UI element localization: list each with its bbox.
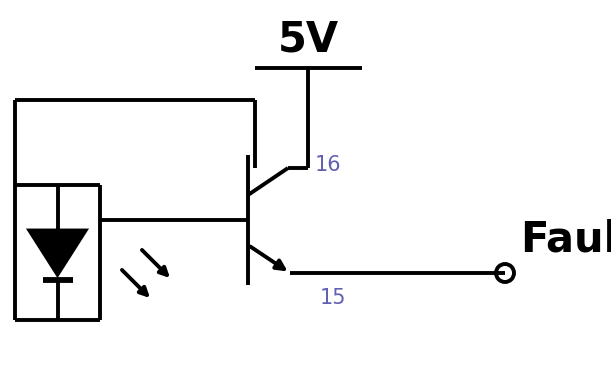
Text: Fault: Fault	[520, 219, 611, 261]
Polygon shape	[29, 230, 86, 275]
Text: 5V: 5V	[277, 18, 338, 60]
Text: 15: 15	[320, 288, 346, 308]
Text: 16: 16	[315, 155, 342, 175]
